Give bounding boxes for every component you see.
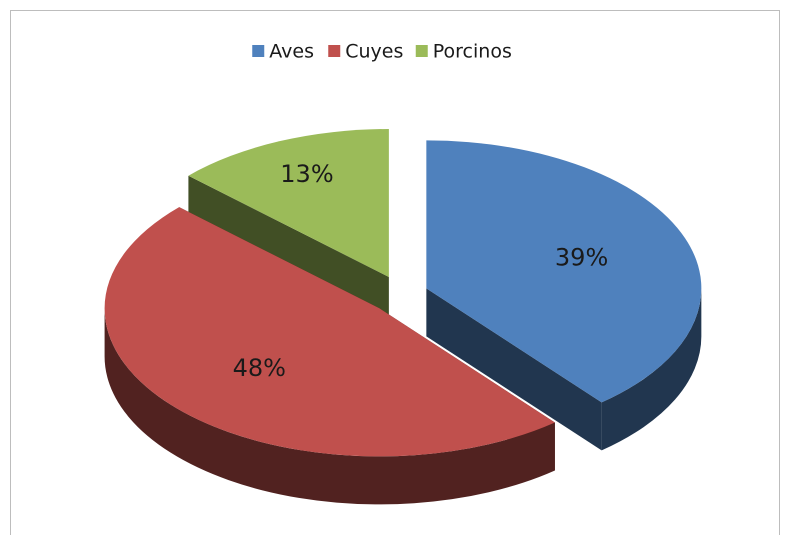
slice <box>188 129 389 278</box>
legend-label: Aves <box>269 41 314 63</box>
slice <box>426 140 702 403</box>
data-label: 13% <box>280 160 333 188</box>
legend-label: Cuyes <box>345 41 403 63</box>
slice-side <box>188 175 389 326</box>
slice-wall <box>104 308 555 505</box>
legend: Aves Cuyes Porcinos <box>252 41 512 63</box>
slice-wall <box>601 288 702 451</box>
data-label: 48% <box>233 354 286 382</box>
slice-side <box>426 288 602 451</box>
slice <box>104 207 555 457</box>
legend-label: Porcinos <box>433 41 512 63</box>
legend-swatch <box>252 45 265 57</box>
pie: 39% 48% 13% <box>104 129 702 505</box>
legend-swatch <box>415 45 428 57</box>
legend-swatch <box>328 45 341 57</box>
data-label: 39% <box>555 243 608 271</box>
